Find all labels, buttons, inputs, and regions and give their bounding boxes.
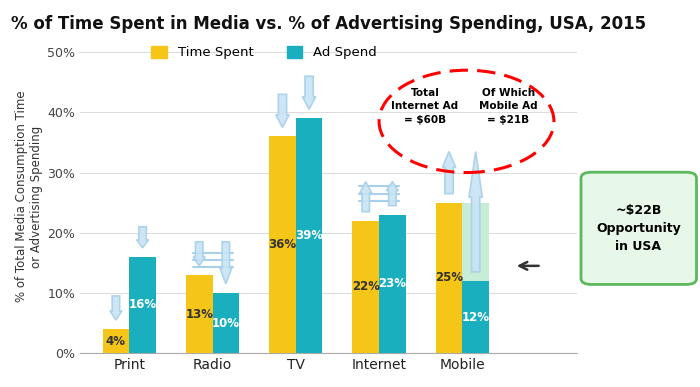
- Polygon shape: [302, 76, 316, 110]
- Text: 22%: 22%: [351, 281, 379, 293]
- Bar: [186, 275, 213, 353]
- Text: 13%: 13%: [186, 308, 214, 320]
- Bar: [103, 329, 130, 353]
- Polygon shape: [469, 151, 482, 272]
- Text: ~$22B
Opportunity
in USA: ~$22B Opportunity in USA: [596, 204, 681, 253]
- Polygon shape: [442, 151, 456, 194]
- Bar: [462, 281, 489, 353]
- Bar: [379, 215, 406, 353]
- Text: 23%: 23%: [379, 277, 407, 290]
- Polygon shape: [193, 242, 205, 266]
- Text: Total
Internet Ad
= $60B: Total Internet Ad = $60B: [391, 88, 458, 125]
- Text: 4%: 4%: [106, 335, 126, 348]
- Text: 39%: 39%: [295, 229, 323, 242]
- Polygon shape: [276, 94, 289, 127]
- Polygon shape: [220, 242, 232, 284]
- Legend: Time Spent, Ad Spend: Time Spent, Ad Spend: [146, 41, 382, 64]
- Text: Of Which
Mobile Ad
= $21B: Of Which Mobile Ad = $21B: [479, 88, 538, 125]
- Polygon shape: [360, 182, 372, 212]
- Polygon shape: [136, 227, 148, 248]
- Title: % of Time Spent in Media vs. % of Advertising Spending, USA, 2015: % of Time Spent in Media vs. % of Advert…: [10, 15, 646, 33]
- Bar: [352, 221, 379, 353]
- Text: 25%: 25%: [435, 271, 463, 284]
- Bar: [462, 203, 489, 353]
- Bar: [130, 257, 156, 353]
- Bar: [435, 203, 462, 353]
- Bar: [296, 118, 323, 353]
- Text: 36%: 36%: [268, 238, 297, 251]
- Polygon shape: [386, 182, 398, 205]
- Bar: [269, 137, 296, 353]
- Y-axis label: % of Total Media Consumption Time
or Advertising Spending: % of Total Media Consumption Time or Adv…: [15, 91, 43, 302]
- Polygon shape: [110, 296, 122, 320]
- Text: 10%: 10%: [212, 317, 240, 330]
- Text: 16%: 16%: [129, 298, 157, 312]
- Bar: [213, 293, 239, 353]
- Text: 12%: 12%: [462, 310, 490, 324]
